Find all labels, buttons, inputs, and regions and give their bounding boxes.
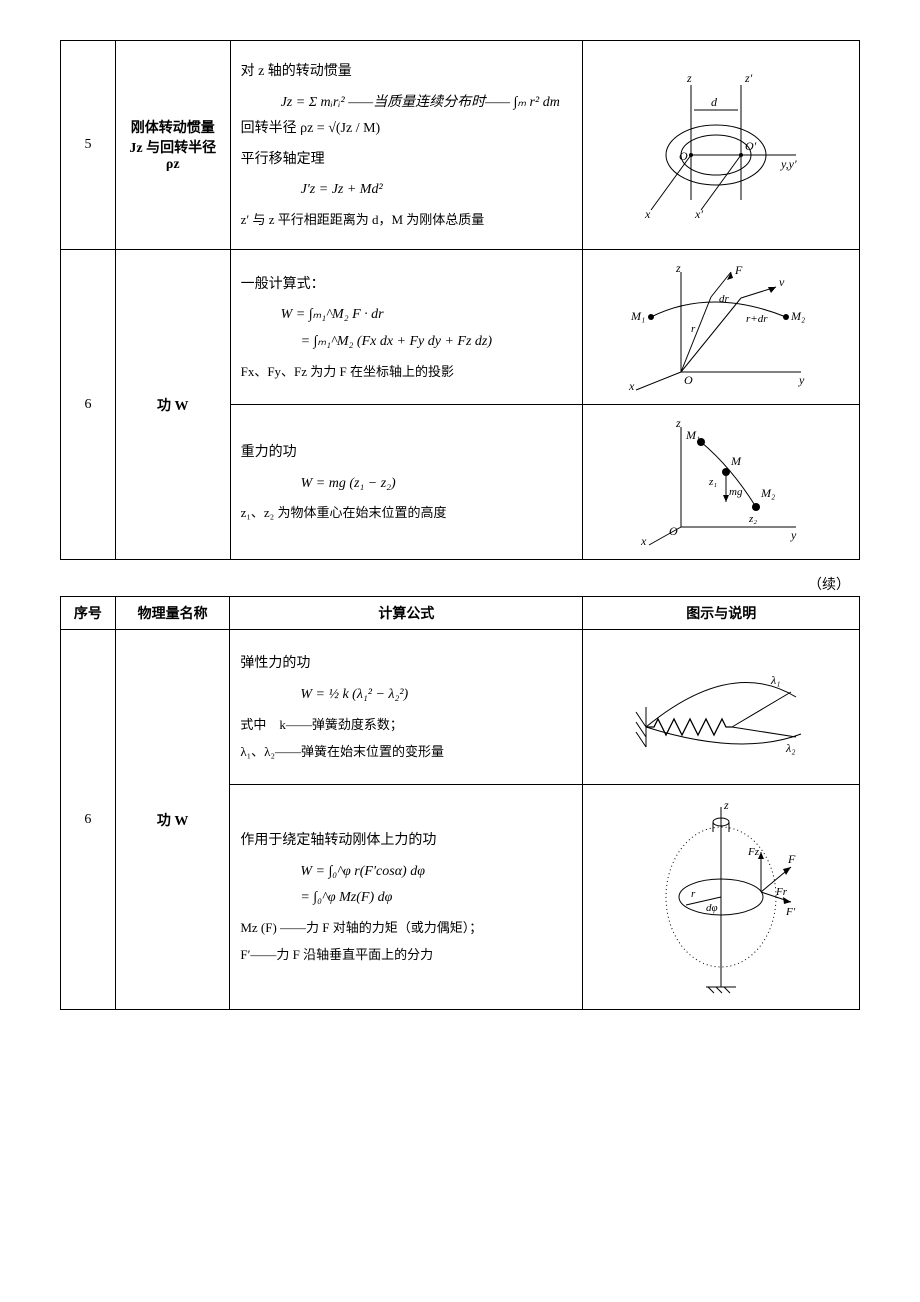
formula-title: 回转半径 ρz = √(Jz / M): [241, 116, 573, 143]
svg-text:x: x: [644, 207, 651, 220]
svg-text:x′: x′: [694, 207, 703, 220]
formula-title: 平行移轴定理: [241, 147, 573, 174]
formula-line: = ∫₀^φ Mz(F) dφ: [240, 885, 572, 912]
svg-text:r+dr: r+dr: [746, 313, 768, 325]
svg-text:r: r: [691, 323, 696, 335]
svg-text:O: O: [669, 524, 678, 538]
svg-text:y,y′: y,y′: [780, 157, 797, 171]
formula-note: Fx、Fy、Fz 为力 F 在坐标轴上的投影: [241, 360, 573, 383]
svg-text:z′: z′: [744, 71, 753, 85]
diagram-cell: z y x O M₁ M M₂ mg z₁ z₂: [583, 405, 860, 560]
formula-note: 式中 k——弹簧劲度系数；: [240, 713, 572, 736]
header-diagram: 图示与说明: [583, 597, 860, 630]
svg-text:M₁: M₁: [685, 428, 700, 442]
quantity-name: 功 W: [115, 630, 230, 1010]
diagram-cell: z y x O M₁ M₂ r r+dr dr F: [583, 250, 860, 405]
svg-text:λ₂: λ₂: [785, 741, 795, 755]
svg-text:x: x: [640, 534, 647, 547]
svg-text:z: z: [723, 798, 729, 812]
svg-text:dr: dr: [719, 293, 730, 305]
svg-text:F′: F′: [785, 906, 796, 918]
svg-text:y: y: [798, 373, 805, 387]
formula-title: 作用于绕定轴转动刚体上力的功: [240, 828, 572, 855]
formula-title: 一般计算式：: [241, 272, 573, 299]
name-text: 刚体转动惯量 Jz 与回转半径 ρz: [129, 121, 216, 172]
svg-text:Fr: Fr: [775, 886, 788, 898]
formula-cell: 对 z 轴的转动惯量 Jz = Σ mᵢrᵢ² ——当质量连续分布时—— ∫ₘ …: [230, 41, 583, 250]
svg-text:y: y: [790, 528, 797, 542]
formula-title: 对 z 轴的转动惯量: [241, 59, 573, 86]
diagram-rotation-work: z r dφ Fz F F′ Fr: [636, 797, 806, 997]
table-row: 5 刚体转动惯量 Jz 与回转半径 ρz 对 z 轴的转动惯量 Jz = Σ m…: [61, 41, 860, 250]
svg-text:dφ: dφ: [706, 902, 718, 914]
formula-note: z₁、z₂ 为物体重心在始末位置的高度: [241, 501, 573, 524]
formula-note: Mz (F) ——力 F 对轴的力矩（或力偶矩）；: [240, 916, 572, 939]
header-name: 物理量名称: [115, 597, 230, 630]
formula-cell: 重力的功 W = mg (z₁ − z₂) z₁、z₂ 为物体重心在始末位置的高…: [230, 405, 583, 560]
formula-note: z′ 与 z 平行相距距离为 d，M 为刚体总质量: [241, 208, 573, 231]
formula-title: 重力的功: [241, 440, 573, 467]
formula-cell: 弹性力的功 W = ½ k (λ₁² − λ₂²) 式中 k——弹簧劲度系数； …: [230, 630, 583, 785]
name-text: 功 W: [157, 399, 189, 414]
quantity-name: 刚体转动惯量 Jz 与回转半径 ρz: [115, 41, 230, 250]
svg-text:x: x: [628, 379, 635, 392]
formula-line: W = mg (z₁ − z₂): [241, 471, 573, 498]
formula-line: J'z = Jz + Md²: [241, 177, 573, 204]
svg-text:Fz: Fz: [747, 846, 760, 858]
quantity-name: 功 W: [115, 250, 230, 560]
svg-text:mg: mg: [729, 486, 743, 498]
svg-text:z₂: z₂: [748, 513, 757, 525]
table-header-row: 序号 物理量名称 计算公式 图示与说明: [61, 597, 860, 630]
svg-text:z₁: z₁: [708, 476, 717, 488]
formula-cell: 作用于绕定轴转动刚体上力的功 W = ∫₀^φ r(F′cosα) dφ = ∫…: [230, 785, 583, 1010]
diagram-spring-work: λ₁ λ₂: [621, 642, 821, 772]
physics-table-lower: 序号 物理量名称 计算公式 图示与说明 6 功 W 弹性力的功 W = ½ k …: [60, 596, 860, 1010]
svg-text:d: d: [711, 95, 718, 109]
svg-text:z: z: [675, 417, 681, 430]
header-formula: 计算公式: [230, 597, 583, 630]
diagram-gravity-work: z y x O M₁ M M₂ mg z₁ z₂: [631, 417, 811, 547]
svg-text:O: O: [684, 373, 693, 387]
svg-text:r: r: [691, 888, 696, 900]
formula-note: F′——力 F 沿轴垂直平面上的分力: [240, 943, 572, 966]
svg-text:M₂: M₂: [760, 486, 775, 500]
formula-note: λ₁、λ₂——弹簧在始末位置的变形量: [240, 740, 572, 763]
table-row: 6 功 W 一般计算式： W = ∫ₘ₁^M₂ F · dr = ∫ₘ₁^M₂ …: [61, 250, 860, 405]
formula-line: = ∫ₘ₁^M₂ (Fx dx + Fy dy + Fz dz): [241, 329, 573, 356]
name-text: 功 W: [157, 814, 189, 829]
formula-title: 弹性力的功: [240, 651, 572, 678]
formula-line: W = ∫ₘ₁^M₂ F · dr: [241, 302, 573, 329]
svg-text:M: M: [730, 454, 742, 468]
svg-text:λ₁: λ₁: [770, 673, 780, 687]
table-row: 6 功 W 弹性力的功 W = ½ k (λ₁² − λ₂²) 式中 k——弹簧…: [61, 630, 860, 785]
svg-text:O′: O′: [745, 139, 757, 153]
svg-text:F: F: [734, 263, 743, 277]
svg-text:v: v: [779, 275, 785, 289]
formula-line: Jz = Σ mᵢrᵢ² ——当质量连续分布时—— ∫ₘ r² dm: [241, 90, 573, 117]
formula-cell: 一般计算式： W = ∫ₘ₁^M₂ F · dr = ∫ₘ₁^M₂ (Fx dx…: [230, 250, 583, 405]
diagram-cell: z z′ d O O′ y,y′ x x′: [583, 41, 860, 250]
row-number: 6: [61, 250, 116, 560]
svg-text:M₁: M₁: [630, 309, 645, 323]
row-number: 5: [61, 41, 116, 250]
physics-table-upper: 5 刚体转动惯量 Jz 与回转半径 ρz 对 z 轴的转动惯量 Jz = Σ m…: [60, 40, 860, 560]
formula-line: W = ∫₀^φ r(F′cosα) dφ: [240, 859, 572, 886]
svg-text:M₂: M₂: [790, 309, 805, 323]
diagram-work-general: z y x O M₁ M₂ r r+dr dr F: [621, 262, 821, 392]
row-number: 6: [61, 630, 116, 1010]
diagram-cell: z r dφ Fz F F′ Fr: [583, 785, 860, 1010]
svg-text:z: z: [675, 262, 681, 275]
header-num: 序号: [61, 597, 116, 630]
svg-text:F: F: [787, 852, 796, 866]
diagram-cell: λ₁ λ₂: [583, 630, 860, 785]
svg-text:z: z: [686, 71, 692, 85]
continued-label: （续）: [60, 570, 860, 596]
formula-line: W = ½ k (λ₁² − λ₂²): [240, 682, 572, 709]
diagram-parallel-axis: z z′ d O O′ y,y′ x x′: [631, 70, 811, 220]
